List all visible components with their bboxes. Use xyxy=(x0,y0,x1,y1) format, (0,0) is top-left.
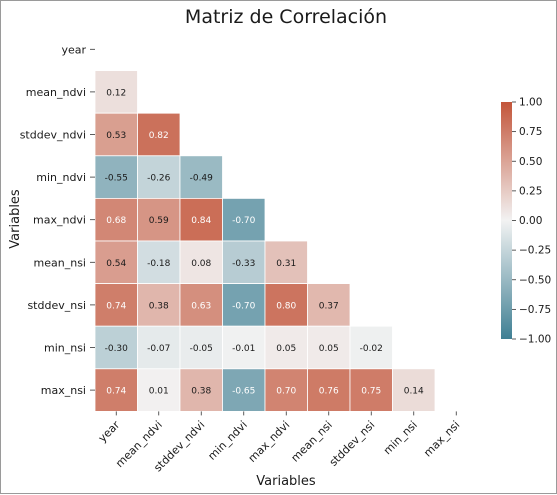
heatmap-cell xyxy=(349,325,393,370)
cell-value-label: -0.07 xyxy=(147,344,170,354)
y-tick-label: mean_ndvi xyxy=(26,86,86,99)
heatmap-cell xyxy=(137,325,181,370)
heatmap-cell xyxy=(137,112,181,157)
cell-value-label: -0.33 xyxy=(232,259,255,269)
heatmap-cell xyxy=(392,368,436,412)
cell-value-label: 0.01 xyxy=(149,387,169,397)
x-tick-label: min_nsi xyxy=(381,418,420,457)
cell-value-label: 0.38 xyxy=(191,387,211,397)
cell-value-label: -0.30 xyxy=(105,344,129,354)
cell-value-label: -0.49 xyxy=(190,174,214,184)
cell-value-label: 0.59 xyxy=(149,216,169,226)
cell-value-label: 0.37 xyxy=(319,301,339,311)
cell-value-label: 0.12 xyxy=(106,88,126,98)
heatmap-cell xyxy=(222,283,266,327)
heatmap-cell xyxy=(179,283,223,327)
x-tick-label: stddev_nsi xyxy=(327,418,378,469)
cell-value-label: 0.70 xyxy=(276,387,296,397)
colorbar-tick-label: 0.25 xyxy=(519,185,542,197)
heatmap-cell xyxy=(222,240,266,284)
y-axis-label: Variables xyxy=(8,189,23,249)
heatmap-cell xyxy=(137,197,181,242)
cell-value-label: -0.01 xyxy=(232,344,255,354)
y-tick-labels: year mean_ndvi stddev_ndvi min_ndvi max_ndvi… xyxy=(20,43,95,397)
cell-value-label: 0.05 xyxy=(276,344,296,354)
x-tick-label: min_ndvi xyxy=(205,418,249,462)
colorbar-tick-label: −1.00 xyxy=(519,334,551,346)
cell-value-label: -0.18 xyxy=(147,259,171,269)
cell-value-label: 0.82 xyxy=(149,131,169,141)
y-tick-label: stddev_nsi xyxy=(27,299,86,312)
heatmap-cells: 0.12 0.53 0.82 -0.55 -0.26 -0.49 0.68 0.59 0.84 -… xyxy=(94,70,436,412)
cell-value-label: 0.74 xyxy=(106,301,126,311)
x-tick-label: max_nsi xyxy=(421,418,462,459)
cell-value-label: 0.84 xyxy=(191,216,211,226)
colorbar: 1.00 0.75 0.50 0.25 0.00 −0.25 −0.50 −0.75 −1.00 xyxy=(501,97,551,346)
y-tick-label: mean_nsi xyxy=(34,256,86,269)
cell-value-label: 0.38 xyxy=(149,301,169,311)
heatmap-cell xyxy=(137,283,181,327)
cell-value-label: 0.31 xyxy=(276,259,296,269)
cell-value-label: 0.63 xyxy=(191,301,211,311)
cell-value-label: -0.70 xyxy=(232,301,256,311)
cell-value-label: -0.26 xyxy=(147,174,171,184)
heatmap-cell xyxy=(222,197,266,242)
cell-value-label: 0.14 xyxy=(404,387,424,397)
heatmap-cell xyxy=(179,155,223,199)
heatmap-cell xyxy=(222,325,266,370)
y-tick-label: year xyxy=(61,43,86,56)
x-tick-label: year xyxy=(96,418,123,445)
colorbar-tick-label: −0.75 xyxy=(519,304,551,316)
colorbar-tick-label: −0.25 xyxy=(519,245,551,257)
cell-value-label: -0.65 xyxy=(232,387,255,397)
x-tick-label: max_ndvi xyxy=(246,418,293,465)
cell-value-label: 0.05 xyxy=(319,344,339,354)
y-tick-label: max_nsi xyxy=(41,384,86,397)
cell-value-label: -0.05 xyxy=(190,344,213,354)
cell-value-label: 0.76 xyxy=(319,387,339,397)
heatmap-cell xyxy=(264,283,308,327)
heatmap-cell xyxy=(94,70,138,114)
heatmap-cell xyxy=(307,325,351,370)
y-tick-label: max_ndvi xyxy=(33,214,86,227)
cell-value-label: 0.80 xyxy=(276,301,296,311)
colorbar-tick-label: 0.50 xyxy=(519,156,542,168)
heatmap-cell xyxy=(307,283,351,327)
cell-value-label: -0.02 xyxy=(360,344,383,354)
cell-value-label: -0.55 xyxy=(105,174,128,184)
x-tick-labels: yearmean_ndvistddev_ndvimin_ndvimax_ndvi… xyxy=(96,411,462,474)
cell-value-label: 0.74 xyxy=(106,387,126,397)
x-axis-label: Variables xyxy=(256,474,316,489)
cell-value-label: 0.75 xyxy=(361,387,381,397)
heatmap-cell xyxy=(94,112,138,157)
cell-value-label: 0.54 xyxy=(106,259,126,269)
colorbar-tick-label: 0.75 xyxy=(519,126,542,138)
heatmap-cell xyxy=(94,325,138,370)
colorbar-gradient xyxy=(501,102,512,339)
colorbar-tick-label: 1.00 xyxy=(519,97,542,109)
cell-value-label: 0.68 xyxy=(106,216,126,226)
colorbar-tick-label: −0.50 xyxy=(519,274,551,286)
cell-value-label: -0.70 xyxy=(232,216,256,226)
chart-title: Matriz de Correlación xyxy=(185,6,387,28)
colorbar-tick-label: 0.00 xyxy=(519,215,542,227)
y-tick-label: stddev_ndvi xyxy=(20,129,86,142)
heatmap-cell xyxy=(137,240,181,284)
y-tick-label: min_nsi xyxy=(44,342,86,355)
cell-value-label: 0.08 xyxy=(191,259,211,269)
heatmap-cell xyxy=(94,368,138,412)
cell-value-label: 0.53 xyxy=(106,131,126,141)
y-tick-label: min_ndvi xyxy=(36,171,86,184)
heatmap-cell xyxy=(179,368,223,412)
